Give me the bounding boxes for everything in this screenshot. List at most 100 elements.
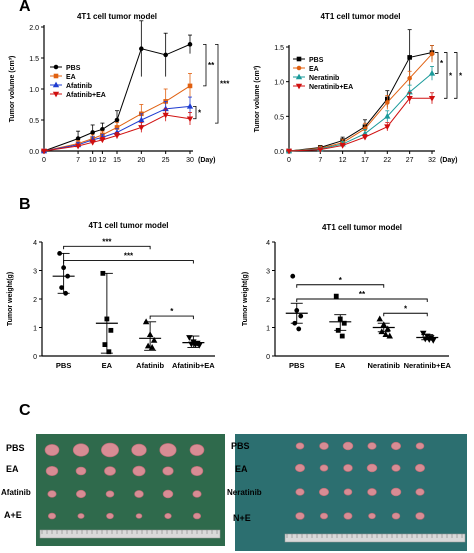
data-point (75, 136, 81, 141)
tumor-sample (75, 466, 87, 476)
data-point (429, 337, 437, 344)
significance-bracket (203, 43, 207, 87)
x-tick-label: PBS (56, 361, 71, 370)
legend-marker (295, 73, 303, 80)
legend-marker (296, 65, 302, 71)
tumor-sample (294, 463, 306, 473)
data-point (108, 327, 114, 333)
data-point (296, 326, 302, 332)
tumor-sample (192, 490, 202, 498)
chart-title: 4T1 cell tumor model (320, 12, 400, 21)
tumor-sample (104, 466, 116, 476)
significance-bracket (193, 105, 197, 120)
data-point (63, 290, 69, 296)
tumor-sample (190, 465, 204, 477)
chart-neratinib-weight: 4T1 cell tumor model 0 1 2 3 4 PBS EA Neratinib N… (242, 223, 451, 370)
tumor-sample (367, 442, 377, 450)
data-point (187, 83, 193, 89)
tumor-sample (131, 443, 147, 457)
y-axis-label: Tumor volume (cm³) (9, 56, 16, 123)
x-tick-label: 7 (318, 157, 322, 164)
data-point (421, 336, 429, 343)
panel-label-a: A (19, 0, 31, 15)
series-line (43, 85, 191, 152)
tumor-sample (189, 444, 205, 456)
data-point (104, 316, 110, 322)
legend-marker (52, 91, 60, 98)
x-axis-label: (Day) (198, 157, 216, 164)
significance-label: * (404, 304, 408, 313)
data-point (106, 349, 112, 355)
tumor-sample (162, 489, 174, 499)
chart-title: 4T1 cell tumor model (88, 221, 168, 230)
legend-label: Afatinib+EA (66, 92, 106, 99)
data-point (192, 342, 199, 349)
x-tick-label: 0 (42, 157, 46, 164)
data-point (40, 148, 48, 155)
data-point (186, 335, 193, 341)
x-tick-label: EA (102, 361, 113, 370)
data-point (102, 342, 108, 347)
data-point (139, 46, 144, 52)
tumor-sample (415, 442, 425, 450)
data-point (382, 331, 390, 338)
significance-label: * (440, 59, 444, 68)
y-axis-label: Tumor weight(g) (242, 272, 249, 326)
x-tick-label: 20 (137, 157, 145, 164)
photo-row-label: PBS (6, 443, 25, 453)
significance-label: *** (102, 237, 112, 246)
y-tick-label: 1 (33, 326, 37, 333)
data-point (384, 124, 391, 131)
y-tick-label: 0.5 (29, 118, 39, 125)
data-point (89, 140, 96, 146)
x-tick-label: 25 (162, 157, 170, 164)
data-point (65, 273, 71, 279)
legend-marker (53, 73, 59, 79)
tumor-sample (415, 512, 425, 520)
data-point (138, 125, 145, 131)
tumor-sample (132, 465, 146, 477)
data-point (428, 70, 436, 76)
significance-label: *** (220, 80, 230, 89)
data-point (317, 147, 324, 153)
y-axis-label: Tumor volume (cm³) (254, 66, 261, 133)
data-point (74, 143, 82, 150)
data-point (114, 117, 120, 123)
tumor-sample (106, 512, 114, 520)
chart-title: 4T1 cell tumor model (322, 223, 402, 232)
data-point (385, 100, 390, 105)
data-point (407, 55, 412, 60)
data-point (99, 137, 106, 144)
y-tick-label: 3 (33, 269, 37, 276)
data-point (361, 134, 369, 141)
tumor-sample (295, 512, 305, 520)
y-axis-label: Tumor weight(g) (7, 272, 14, 326)
tumor-sample (295, 488, 305, 496)
series-line (288, 97, 432, 152)
x-tick-label: 0 (287, 157, 291, 164)
y-tick-label: 4 (33, 240, 37, 247)
tumor-sample (319, 512, 329, 520)
tumor-sample (391, 512, 401, 520)
x-tick-label: 30 (186, 157, 194, 164)
x-tick-label: PBS (289, 361, 304, 370)
tumor-sample (343, 512, 353, 520)
data-point (428, 96, 436, 102)
y-tick-label: 0 (266, 354, 270, 361)
y-tick-label: 1 (266, 326, 270, 333)
data-point (146, 331, 154, 338)
photo-row-label: PBS (231, 441, 250, 451)
significance-bracket (149, 315, 194, 320)
data-point (384, 325, 392, 332)
y-tick-label: 4 (266, 240, 270, 247)
significance-bracket (63, 260, 194, 264)
data-point (61, 265, 67, 271)
significance-bracket (444, 52, 448, 99)
ruler (284, 533, 466, 543)
data-point (406, 96, 413, 102)
data-point (150, 336, 158, 343)
photo-row-label: N+E (233, 513, 251, 523)
tumor-sample (164, 513, 172, 519)
x-tick-label: EA (335, 361, 346, 370)
